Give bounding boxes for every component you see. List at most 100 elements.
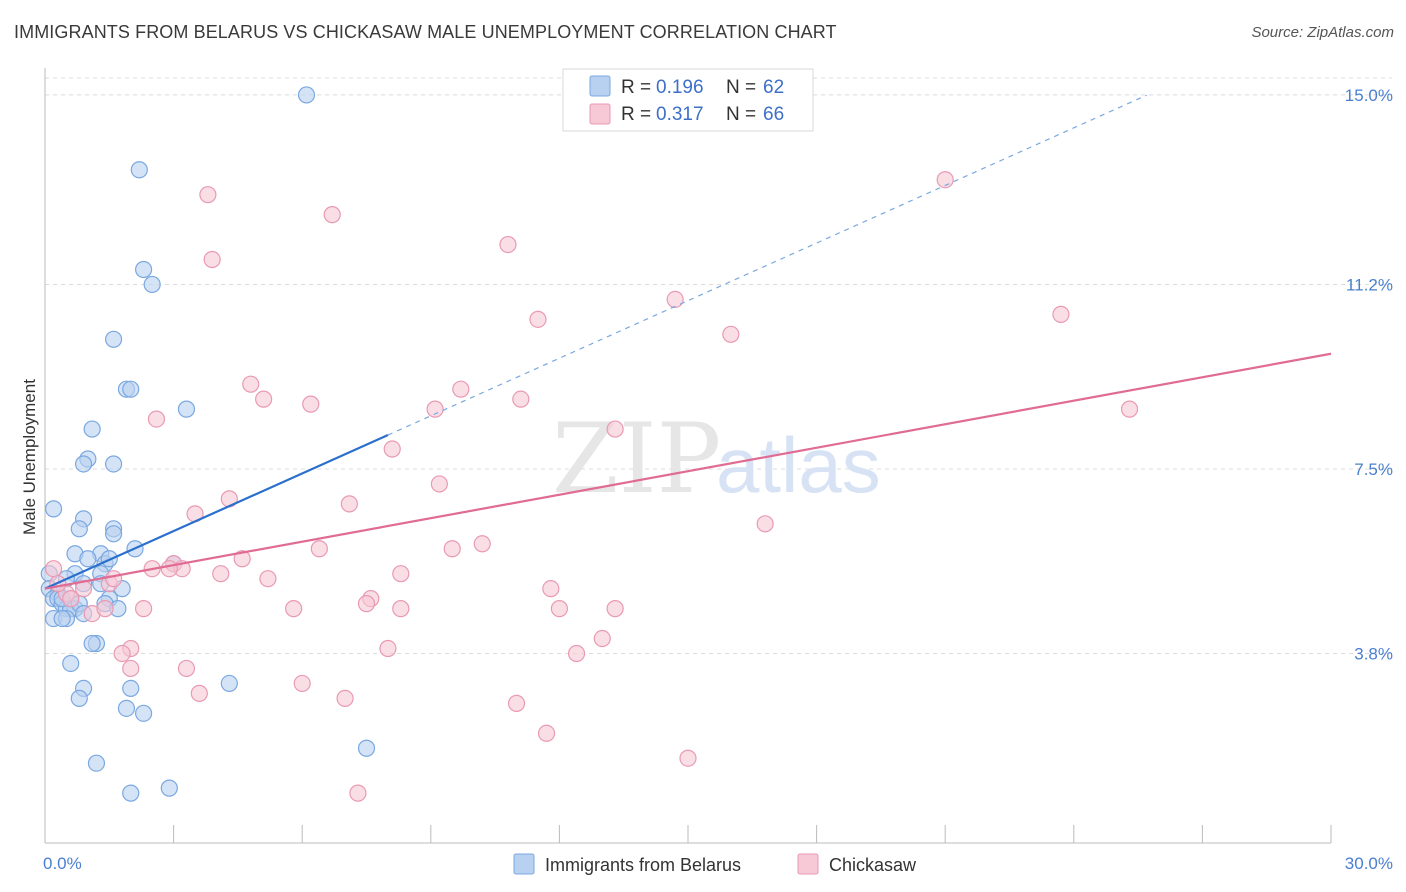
point-belarus-47	[53, 609, 71, 628]
point-belarus-60	[160, 779, 178, 797]
legend-n-label-chickasaw: N =	[726, 104, 756, 125]
legend-r-value-belarus: 0.196	[656, 77, 704, 98]
legend-n-label-belarus: N =	[726, 77, 756, 98]
point-belarus-57	[357, 739, 376, 757]
point-chickasaw-9	[722, 325, 740, 343]
point-chickasaw-59	[679, 749, 697, 767]
bottom-legend-label-belarus: Immigrants from Belarus	[545, 855, 741, 875]
point-chickasaw-61	[62, 590, 80, 608]
point-chickasaw-46	[96, 600, 114, 618]
point-belarus-59	[122, 784, 140, 802]
point-belarus-7	[177, 400, 196, 418]
legend-swatch-chickasaw	[589, 103, 611, 125]
point-chickasaw-0	[44, 560, 63, 578]
watermark-zip: ZIP	[552, 403, 721, 515]
point-chickasaw-15	[426, 400, 444, 418]
point-belarus-0	[297, 86, 316, 104]
point-chickasaw-24	[756, 515, 774, 533]
point-chickasaw-43	[606, 600, 624, 618]
point-belarus-2	[134, 260, 153, 279]
point-belarus-1	[130, 161, 148, 179]
point-belarus-3	[143, 275, 161, 294]
data-points	[40, 86, 1139, 802]
trend-lines	[44, 94, 1332, 590]
trend-line-extension-belarus	[387, 94, 1147, 436]
legend-r-value-chickasaw: 0.317	[656, 104, 704, 125]
bottom-legend-swatch-chickasaw	[797, 853, 819, 875]
point-belarus-16	[104, 525, 123, 543]
point-chickasaw-56	[336, 689, 354, 707]
point-chickasaw-1	[199, 186, 217, 204]
point-belarus-55	[117, 699, 136, 717]
point-chickasaw-53	[177, 659, 196, 678]
legend-swatch-belarus	[589, 75, 611, 97]
point-chickasaw-55	[293, 674, 311, 693]
point-belarus-6	[122, 380, 140, 398]
legend-n-value-chickasaw: 66	[763, 104, 784, 125]
point-chickasaw-11	[255, 390, 273, 408]
point-belarus-20	[79, 550, 97, 568]
point-chickasaw-63	[104, 570, 123, 588]
x-tick-label-0: 0.0%	[43, 854, 82, 873]
point-belarus-14	[70, 520, 88, 538]
point-chickasaw-22	[340, 495, 358, 513]
point-belarus-4	[104, 330, 123, 348]
point-chickasaw-65	[160, 560, 178, 578]
point-belarus-50	[62, 654, 80, 673]
point-belarus-8	[83, 420, 101, 438]
point-chickasaw-50	[379, 639, 397, 658]
y-tick-label-2: 11.2%	[1346, 275, 1393, 294]
y-tick-label-0: 3.8%	[1354, 644, 1393, 663]
point-chickasaw-3	[203, 250, 221, 269]
y-tick-label-1: 7.5%	[1354, 460, 1393, 479]
point-chickasaw-8	[1052, 305, 1070, 323]
point-belarus-11	[104, 455, 123, 473]
point-belarus-53	[122, 679, 140, 698]
point-chickasaw-12	[302, 395, 320, 413]
legend-r-label-belarus: R =	[621, 77, 651, 98]
point-belarus-58	[87, 754, 106, 772]
point-chickasaw-33	[259, 570, 277, 588]
point-belarus-52	[70, 689, 88, 707]
point-chickasaw-7	[529, 310, 547, 328]
chart-title: IMMIGRANTS FROM BELARUS VS CHICKASAW MAL…	[14, 22, 837, 42]
bottom-legend: Immigrants from Belarus Chickasaw	[513, 853, 917, 875]
x-tick-label-1: 30.0%	[1345, 854, 1393, 873]
point-chickasaw-52	[122, 659, 140, 678]
point-chickasaw-19	[383, 440, 401, 458]
legend-n-value-belarus: 62	[763, 77, 784, 98]
point-chickasaw-4	[499, 235, 517, 254]
y-axis-label: Male Unemployment	[20, 379, 39, 535]
gridlines	[45, 77, 1392, 654]
point-chickasaw-37	[542, 580, 560, 598]
point-belarus-56	[134, 704, 153, 722]
axes	[44, 68, 1332, 844]
bottom-legend-label-chickasaw: Chickasaw	[829, 855, 917, 875]
point-chickasaw-49	[567, 644, 586, 663]
point-chickasaw-39	[357, 595, 376, 613]
chart-source: Source: ZipAtlas.com	[1251, 24, 1394, 41]
trend-line-chickasaw	[44, 352, 1332, 590]
point-chickasaw-17	[1120, 400, 1139, 418]
point-chickasaw-28	[233, 550, 251, 568]
legend-r-label-chickasaw: R =	[621, 104, 651, 125]
point-chickasaw-42	[550, 600, 569, 618]
point-belarus-49	[83, 634, 101, 653]
point-chickasaw-47	[593, 629, 611, 648]
point-chickasaw-57	[507, 694, 526, 712]
point-chickasaw-58	[537, 724, 556, 742]
point-chickasaw-34	[392, 565, 410, 583]
point-chickasaw-2	[323, 206, 341, 224]
point-belarus-54	[220, 674, 238, 693]
bottom-legend-swatch-belarus	[513, 853, 535, 875]
point-chickasaw-25	[473, 535, 491, 553]
point-belarus-12	[44, 500, 63, 518]
point-chickasaw-6	[666, 290, 684, 309]
point-chickasaw-32	[212, 565, 230, 583]
y-tick-label-3: 15.0%	[1345, 86, 1393, 105]
point-chickasaw-54	[190, 684, 208, 702]
point-chickasaw-60	[349, 784, 367, 802]
point-chickasaw-13	[452, 380, 470, 398]
point-chickasaw-26	[443, 540, 461, 558]
